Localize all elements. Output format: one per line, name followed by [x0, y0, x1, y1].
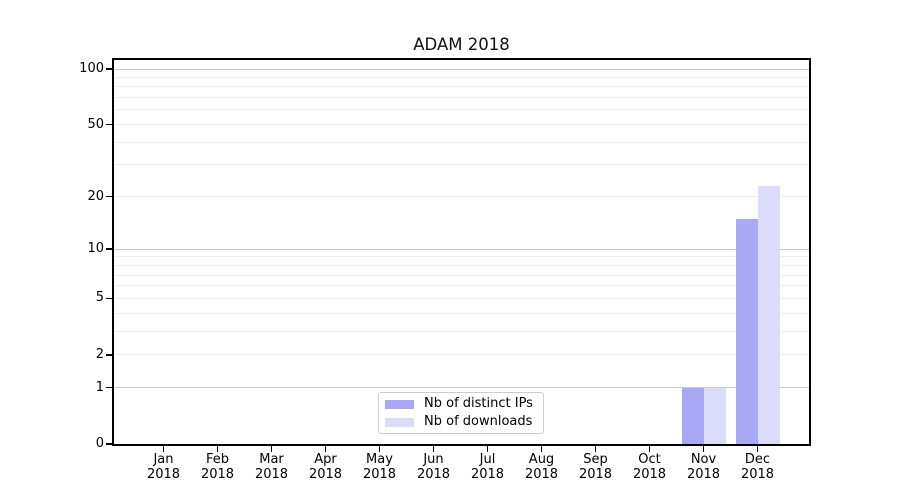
gridline-minor: [114, 285, 809, 287]
x-tick-year: 2018: [740, 467, 775, 482]
y-tick: [106, 443, 112, 445]
x-tick-month: May: [366, 452, 393, 467]
x-tick: [216, 446, 219, 452]
x-tick: [378, 446, 381, 452]
gridline-minor: [114, 124, 809, 126]
x-tick-label: Jan 2018: [136, 452, 192, 482]
x-tick: [756, 446, 759, 452]
legend-swatch-downloads: [385, 417, 414, 427]
gridline-minor: [114, 109, 809, 111]
gridline-minor: [114, 164, 809, 166]
gridline-minor: [114, 274, 809, 276]
gridline-minor: [114, 354, 809, 356]
y-tick-label: 1: [95, 379, 104, 395]
x-tick-label: Mar 2018: [244, 452, 300, 482]
gridline-minor: [114, 297, 809, 299]
x-tick: [648, 446, 651, 452]
gridline-major: [114, 387, 809, 389]
x-tick-label: Jul 2018: [460, 452, 516, 482]
x-tick: [486, 446, 489, 452]
x-tick-year: 2018: [308, 467, 343, 482]
legend-item-downloads: Nb of downloads: [385, 415, 543, 429]
x-tick-month: Aug: [528, 452, 555, 467]
x-tick-year: 2018: [200, 467, 235, 482]
legend-label-downloads: Nb of downloads: [424, 414, 533, 429]
x-tick-month: Jun: [423, 452, 444, 467]
x-tick-label: Apr 2018: [298, 452, 354, 482]
gridline-minor: [114, 196, 809, 198]
gridline-major: [114, 68, 809, 70]
x-tick-label: Sep 2018: [568, 452, 624, 482]
x-tick-month: Jul: [479, 452, 496, 467]
y-tick: [106, 248, 112, 250]
x-tick-month: Nov: [690, 452, 717, 467]
x-tick: [540, 446, 543, 452]
gridline-minor: [114, 97, 809, 99]
bar-downloads: [757, 185, 780, 444]
x-tick-month: Mar: [259, 452, 284, 467]
x-tick-year: 2018: [524, 467, 559, 482]
y-tick-label: 2: [95, 346, 104, 362]
legend-item-distinct-ips: Nb of distinct IPs: [385, 397, 543, 411]
x-tick-month: Feb: [205, 452, 230, 467]
x-tick: [162, 446, 165, 452]
gridline-minor: [114, 256, 809, 258]
x-tick-year: 2018: [578, 467, 613, 482]
x-tick-label: Oct 2018: [622, 452, 678, 482]
y-tick: [106, 353, 112, 356]
x-tick-label: Jun 2018: [406, 452, 462, 482]
x-tick-year: 2018: [146, 467, 181, 482]
legend-swatch-distinct-ips: [385, 399, 414, 409]
bar-distinct-ips: [735, 218, 758, 444]
y-tick: [106, 68, 112, 70]
gridline-minor: [114, 330, 809, 332]
gridline-major: [114, 248, 809, 250]
y-tick: [106, 297, 112, 300]
x-tick: [702, 446, 705, 452]
x-tick-label: May 2018: [352, 452, 408, 482]
gridline-minor: [114, 264, 809, 266]
y-tick-label: 20: [87, 188, 104, 204]
x-tick-year: 2018: [254, 467, 289, 482]
x-tick-label: Aug 2018: [514, 452, 570, 482]
x-tick-year: 2018: [362, 467, 397, 482]
x-tick-year: 2018: [632, 467, 667, 482]
gridline-minor: [114, 76, 809, 78]
x-tick-month: Oct: [638, 452, 661, 467]
chart-title: ADAM 2018: [413, 35, 510, 54]
gridline-minor: [114, 312, 809, 314]
x-tick-month: Jan: [153, 452, 174, 467]
x-tick: [324, 446, 327, 452]
y-tick-label: 0: [95, 436, 104, 451]
x-tick-year: 2018: [686, 467, 721, 482]
x-tick-label: Nov 2018: [676, 452, 732, 482]
gridline-minor: [114, 141, 809, 143]
y-tick: [106, 123, 112, 126]
x-tick: [270, 446, 273, 452]
y-tick-label: 10: [87, 241, 104, 257]
x-tick-label: Feb 2018: [190, 452, 246, 482]
legend: Nb of distinct IPs Nb of downloads: [378, 392, 544, 434]
x-tick-year: 2018: [416, 467, 451, 482]
x-tick-month: Apr: [314, 452, 337, 467]
y-tick-label: 100: [79, 61, 104, 76]
y-tick: [106, 195, 112, 198]
gridline-minor: [114, 86, 809, 88]
bar-downloads: [703, 387, 726, 444]
y-tick: [106, 386, 112, 389]
y-tick-label: 5: [95, 290, 104, 306]
x-tick: [432, 446, 435, 452]
plot-area: [112, 58, 811, 446]
x-tick-label: Dec 2018: [730, 452, 786, 482]
x-tick-year: 2018: [470, 467, 505, 482]
x-tick: [594, 446, 597, 452]
legend-label-distinct-ips: Nb of distinct IPs: [424, 396, 533, 411]
x-tick-month: Sep: [583, 452, 608, 467]
y-tick-label: 50: [87, 116, 104, 132]
x-tick-month: Dec: [744, 452, 771, 467]
bar-distinct-ips: [681, 387, 704, 444]
